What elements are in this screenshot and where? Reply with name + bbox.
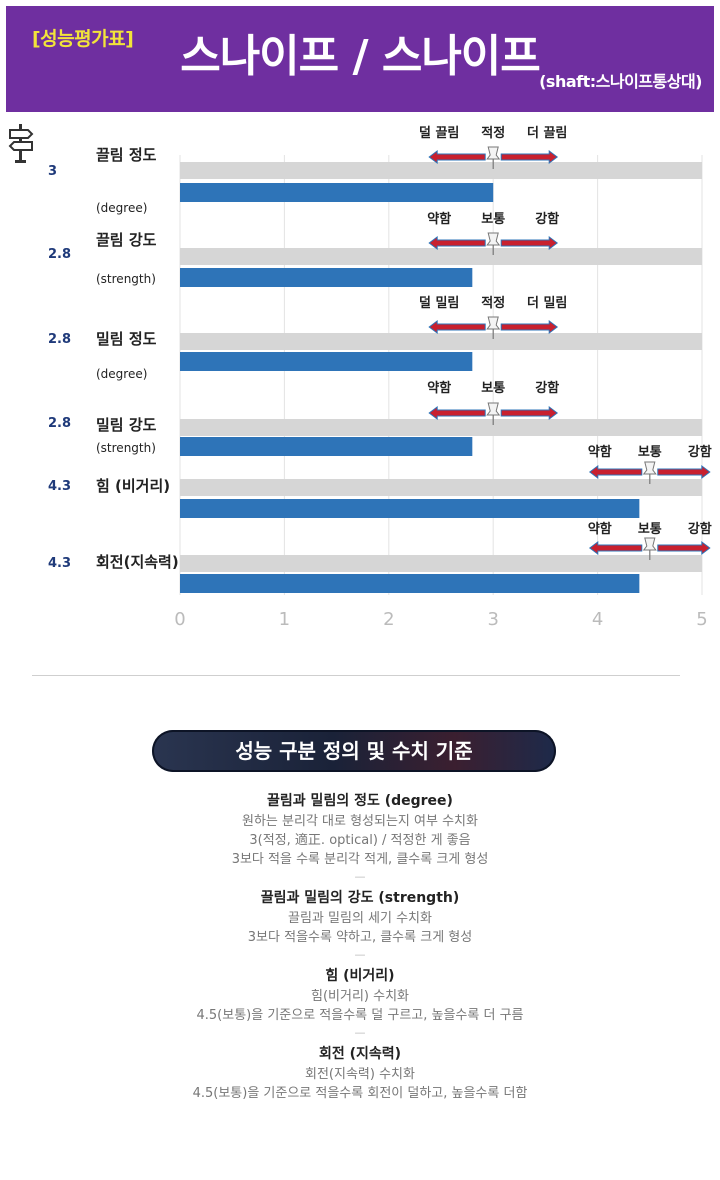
category-label: 힘 (비거리) — [96, 477, 170, 495]
pushpin-icon — [486, 316, 501, 330]
pushpin-icon — [486, 146, 501, 160]
definition-line: 3(적정, 適正. optical) / 적정한 게 좋음 — [249, 833, 471, 848]
track-bar — [180, 333, 702, 350]
value-label: 2.8 — [48, 332, 71, 347]
performance-chart: 3끌림 정도(degree)덜 끌림 적정 더 끌림2.8끌림 강도(strengt… — [48, 125, 712, 630]
track-bar — [180, 479, 702, 496]
left-arrow — [588, 465, 643, 479]
value-bar — [180, 499, 640, 518]
definition-separator: — — [354, 1026, 366, 1039]
scale-label: 보통 — [638, 445, 662, 460]
x-tick-label: 3 — [487, 609, 498, 630]
definition-separator: — — [354, 870, 366, 883]
right-arrow — [657, 541, 711, 555]
definition-line: 끌림과 밀림의 세기 수치화 — [288, 911, 432, 926]
shaft-label: (shaft:스나이프통상대) — [539, 72, 702, 91]
definition-line: 4.5(보통)을 기준으로 적을수록 덜 구르고, 높을수록 더 구름 — [196, 1008, 524, 1023]
category-sub-label: (strength) — [96, 272, 156, 286]
value-bar — [180, 268, 473, 287]
x-tick-label: 2 — [383, 609, 394, 630]
left-arrow — [428, 150, 486, 164]
value-bar — [180, 352, 473, 371]
right-arrow — [500, 406, 559, 420]
definition-title: 힘 (비거리) — [325, 968, 395, 984]
track-bar — [180, 162, 702, 179]
definition-line: 3보다 적을수록 약하고, 클수록 크게 형성 — [247, 930, 473, 945]
value-label: 2.8 — [48, 247, 71, 262]
pushpin-icon — [642, 537, 657, 551]
scale-label: 덜 밀림 — [419, 295, 459, 311]
pushpin-icon — [642, 461, 657, 475]
value-label: 2.8 — [48, 416, 71, 431]
scale-label: 적정 — [481, 125, 505, 141]
definition-line: 4.5(보통)을 기준으로 적을수록 회전이 덜하고, 높을수록 더함 — [192, 1086, 528, 1101]
category-sub-label: (strength) — [96, 441, 156, 455]
category-label: 회전(지속력) — [96, 553, 179, 571]
signpost-icon — [8, 124, 34, 163]
left-arrow — [588, 541, 643, 555]
scale-label: 보통 — [638, 522, 662, 537]
scale-label: 약함 — [588, 521, 612, 537]
track-bar — [180, 555, 702, 572]
right-arrow — [500, 236, 559, 250]
category-sub-label: (degree) — [96, 201, 147, 215]
definition-line: 3보다 적을 수록 분리각 적게, 클수록 크게 형성 — [231, 852, 489, 867]
scale-label: 강함 — [688, 521, 712, 537]
category-label: 밀림 정도 — [96, 330, 157, 348]
right-arrow — [500, 320, 559, 334]
definition-line: 회전(지속력) 수치화 — [305, 1067, 415, 1082]
scale-label: 약함 — [427, 211, 451, 227]
x-tick-label: 0 — [174, 609, 185, 630]
scale-label: 약함 — [588, 444, 612, 460]
scale-label: 보통 — [481, 381, 505, 396]
x-tick-label: 4 — [592, 609, 603, 630]
definition-block: 힘 (비거리) 힘(비거리) 수치화 4.5(보통)을 기준으로 적을수록 덜 구르… — [0, 965, 720, 1041]
scale-label: 약함 — [427, 380, 451, 396]
definition-title: 끌림과 밀림의 정도 (degree) — [267, 793, 453, 809]
performance-tag: [성능평가표] — [32, 28, 134, 50]
value-label: 4.3 — [48, 479, 71, 494]
scale-label: 강함 — [688, 444, 712, 460]
pushpin-icon — [486, 232, 501, 246]
left-arrow — [428, 320, 486, 334]
definition-block: 끌림과 밀림의 정도 (degree) 원하는 분리각 대로 형성되는지 여부 수… — [0, 790, 720, 885]
value-bar — [180, 183, 494, 202]
definition-block: 회전 (지속력) 회전(지속력) 수치화 4.5(보통)을 기준으로 적을수록 회전… — [0, 1043, 720, 1103]
track-bar — [180, 248, 702, 265]
pushpin-icon — [486, 402, 501, 416]
scale-label: 강함 — [535, 380, 559, 396]
definitions-banner: 성능 구분 정의 및 수치 기준 — [152, 730, 556, 772]
category-label: 끌림 정도 — [96, 146, 157, 164]
value-label: 4.3 — [48, 556, 71, 571]
scale-label: 더 끌림 — [527, 125, 567, 141]
right-arrow — [657, 465, 711, 479]
value-bar — [180, 437, 473, 456]
category-label: 끌림 강도 — [96, 231, 157, 249]
scale-label: 강함 — [535, 211, 559, 227]
definition-line: 힘(비거리) 수치화 — [311, 989, 409, 1004]
category-label: 밀림 강도 — [96, 416, 157, 434]
scale-label: 덜 끌림 — [419, 125, 459, 141]
left-arrow — [428, 406, 486, 420]
definition-block: 끌림과 밀림의 강도 (strength) 끌림과 밀림의 세기 수치화 3보다 적… — [0, 887, 720, 963]
definitions-list: 끌림과 밀림의 정도 (degree) 원하는 분리각 대로 형성되는지 여부 수… — [0, 788, 720, 1103]
definition-separator: — — [354, 948, 366, 961]
scale-label: 더 밀림 — [527, 295, 567, 311]
x-tick-label: 1 — [279, 609, 290, 630]
definition-title: 회전 (지속력) — [318, 1046, 402, 1062]
definition-line: 원하는 분리각 대로 형성되는지 여부 수치화 — [242, 814, 478, 829]
x-tick-label: 5 — [696, 609, 707, 630]
page-title: 스나이프 / 스나이프 — [180, 31, 541, 82]
right-arrow — [500, 150, 559, 164]
scale-label: 적정 — [481, 295, 505, 311]
scale-label: 보통 — [481, 212, 505, 227]
category-sub-label: (degree) — [96, 367, 147, 381]
header-banner: [성능평가표] 스나이프 / 스나이프 (shaft:스나이프통상대) — [6, 6, 714, 112]
section-divider — [32, 675, 680, 676]
track-bar — [180, 419, 702, 436]
value-bar — [180, 574, 640, 593]
value-label: 3 — [48, 164, 57, 179]
definition-title: 끌림과 밀림의 강도 (strength) — [260, 890, 460, 906]
left-arrow — [428, 236, 486, 250]
